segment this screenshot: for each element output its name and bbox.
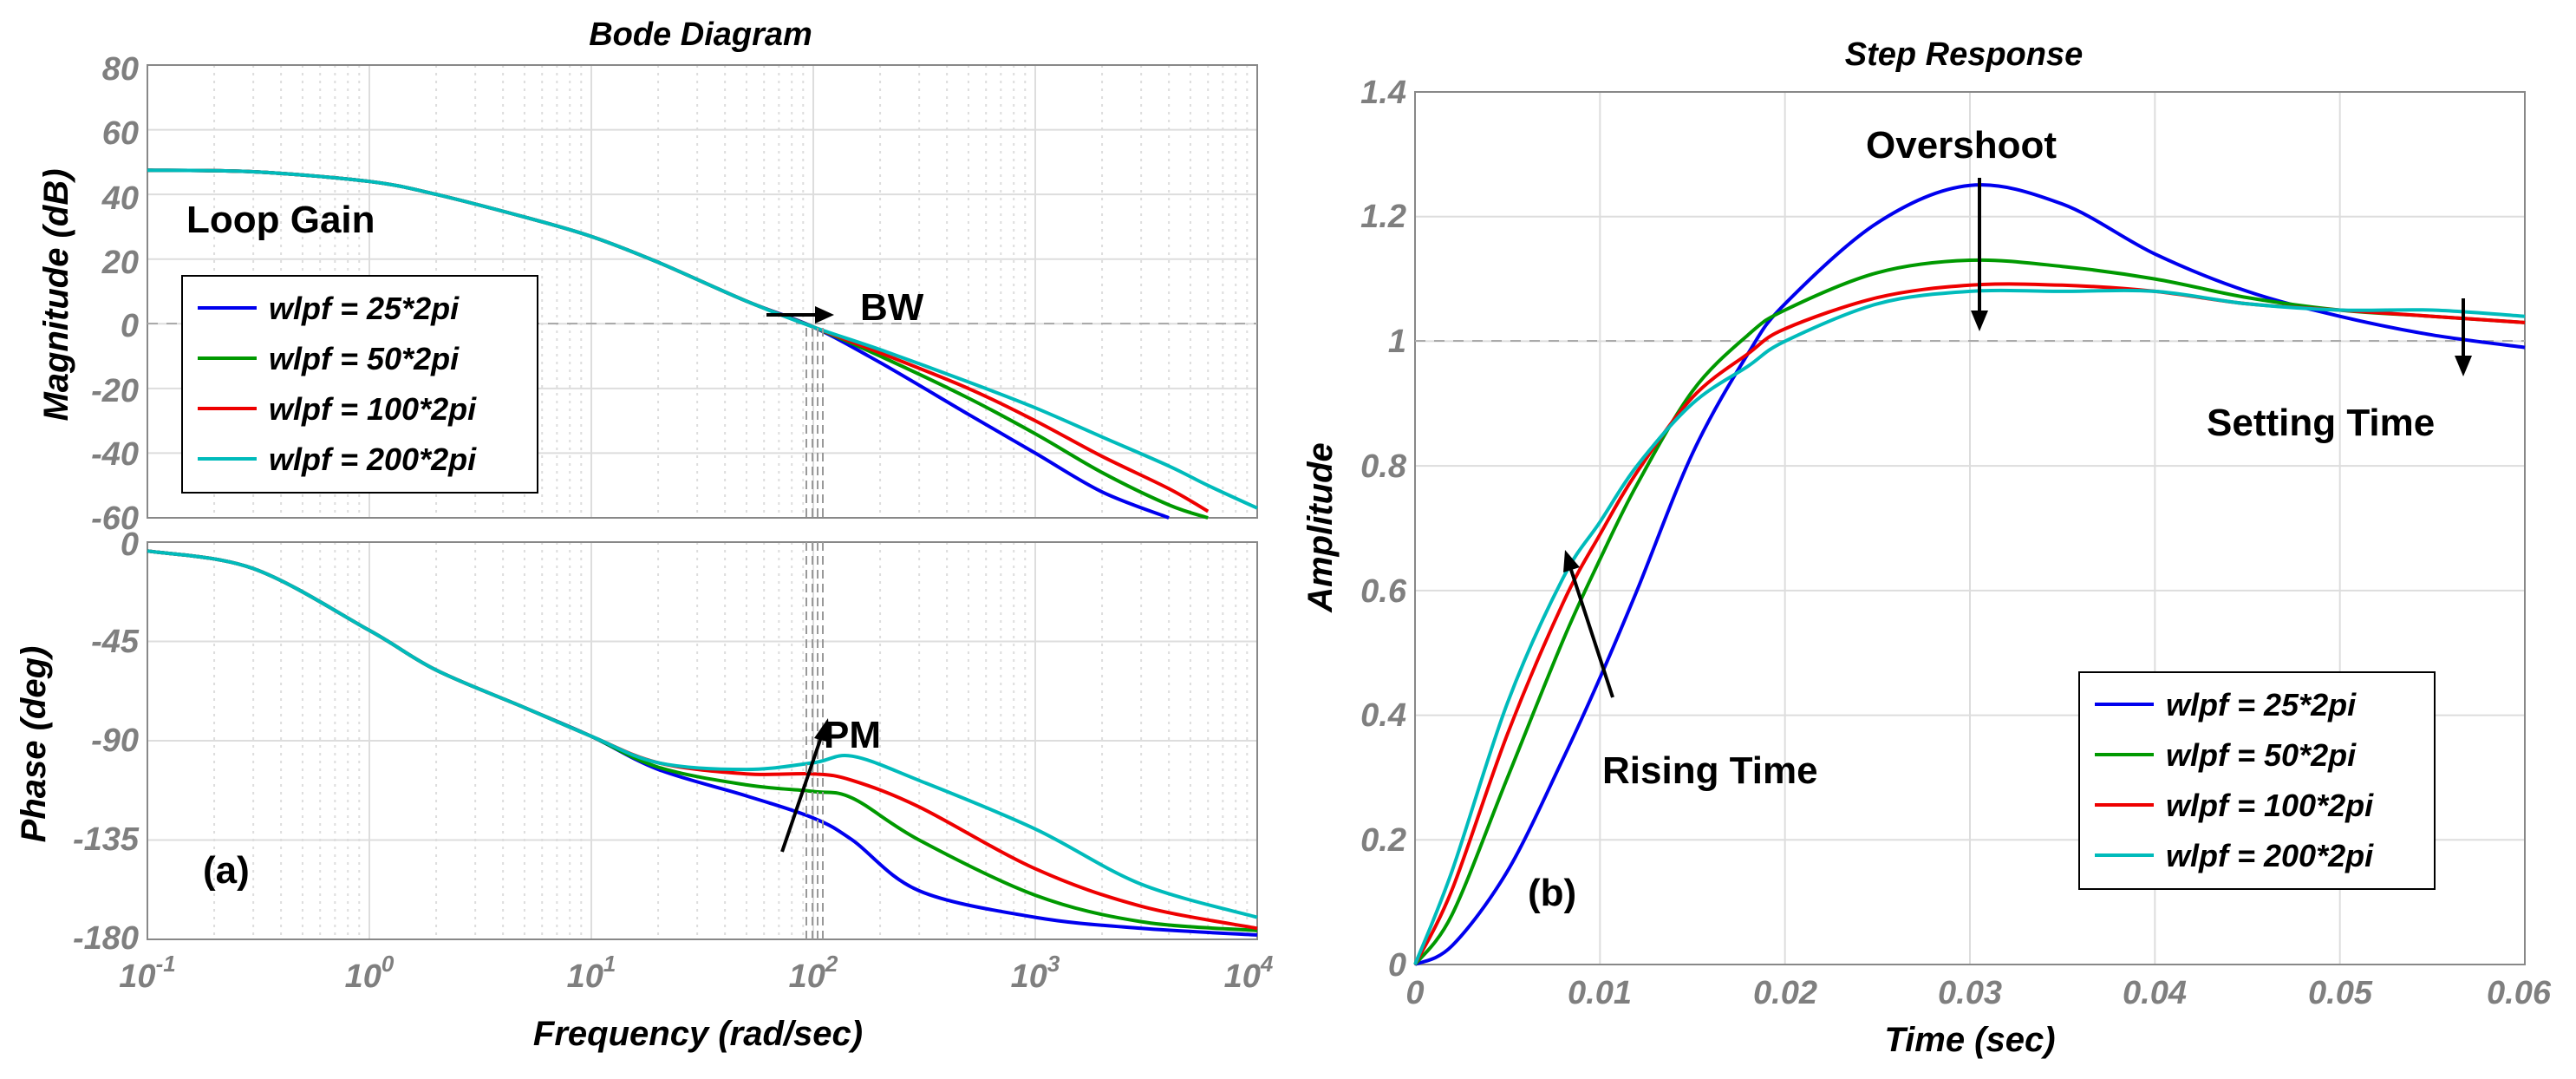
legend-entry: wlpf = 200*2pi [198,441,477,477]
phase-frame [147,541,1258,940]
mag-ytick: 20 [101,245,139,281]
step-frame [1414,91,2526,965]
step-title: Step Response [1845,36,2084,73]
legend-entry: wlpf = 100*2pi [2095,788,2374,823]
mag-series-line-4 [147,168,1258,510]
phase-xtick: 104 [1224,951,1274,995]
bw-markers [805,328,824,518]
bw-arrow [766,306,834,324]
step-ytick: 0.8 [1360,448,1407,485]
step-ytick: 1.4 [1360,75,1406,111]
mag-legend: wlpf = 25*2pi wlpf = 50*2pi wlpf = 100*2… [181,275,538,494]
step-ytick: 0.6 [1360,573,1407,610]
phase-xtick: 10-1 [119,951,175,995]
mag-ytick-labels: 80 60 40 20 0 -20 -40 -60 [91,51,139,537]
mag-frame [147,64,1258,519]
mag-ytick: 40 [101,180,139,217]
step-ytick: 0 [1388,947,1406,984]
phase-xtick: 100 [345,951,395,995]
step-xtick-labels: 0 0.01 0.02 0.03 0.04 0.05 0.06 [1405,975,2551,1011]
svg-text:wlpf = 100*2pi: wlpf = 100*2pi [2166,788,2374,823]
phase-ylabel: Phase (deg) [15,646,53,843]
phase-ytick-labels: 0 -45 -90 -135 -180 [73,526,140,957]
panel-a-label: (a) [203,849,250,892]
frequency-xlabel: Frequency (rad/sec) [533,1015,863,1053]
step-series-group [1413,183,2526,966]
overshoot-label: Overshoot [1866,124,2057,167]
legend-entry: wlpf = 100*2pi [198,391,477,427]
pm-markers [805,542,824,939]
setting-time-label: Setting Time [2207,402,2435,444]
bode-phase-panel: 0 -45 -90 -135 -180 10-1 100 101 102 103… [15,526,1274,1053]
phase-ytick: -90 [91,723,139,759]
mag-ytick: -20 [91,373,139,409]
svg-text:wlpf = 25*2pi: wlpf = 25*2pi [269,291,460,326]
legend-entry: wlpf = 50*2pi [2095,737,2357,773]
phase-xtick-labels: 10-1 100 101 102 103 104 [119,951,1274,995]
phase-xtick: 102 [789,951,838,995]
phase-series-line-3 [147,549,1258,931]
phase-ytick: -45 [91,624,140,660]
step-xtick: 0 [1405,975,1424,1011]
svg-text:wlpf = 50*2pi: wlpf = 50*2pi [269,341,460,376]
svg-text:wlpf = 100*2pi: wlpf = 100*2pi [269,391,477,427]
bode-magnitude-panel: Bode Diagram 80 60 40 20 0 -20 -40 -60 M… [37,16,1258,537]
rising-time-arrow [1563,550,1614,698]
bw-label: BW [860,286,924,329]
phase-xtick: 103 [1011,951,1060,995]
legend-entry: wlpf = 25*2pi [198,291,460,326]
mag-ytick: 0 [121,308,139,344]
step-ytick: 0.4 [1360,697,1406,734]
mag-series-group [147,168,1258,520]
step-ytick-labels: 0 0.2 0.4 0.6 0.8 1 1.2 1.4 [1360,75,1407,984]
mag-ytick: -40 [91,436,139,473]
step-series-line-2 [1413,258,2526,966]
rising-time-label: Rising Time [1602,749,1818,792]
legend-entry: wlpf = 200*2pi [2095,838,2374,873]
amplitude-ylabel: Amplitude [1301,442,1340,613]
setting-time-arrow [2455,298,2472,376]
loop-gain-label: Loop Gain [186,199,375,241]
step-legend: wlpf = 25*2pi wlpf = 50*2pi wlpf = 100*2… [2078,671,2436,890]
phase-ytick: -135 [73,821,140,858]
legend-entry: wlpf = 50*2pi [198,341,460,376]
step-ytick: 1 [1388,324,1406,360]
mag-ytick: 80 [102,51,139,88]
step-xtick: 0.04 [2123,975,2187,1011]
step-xtick: 0.03 [1938,975,2002,1011]
step-response-panel: Step Response 0 0.2 0.4 0.6 0.8 1 1.2 1.… [1301,36,2552,1059]
bode-title: Bode Diagram [589,16,812,53]
pm-label: PM [824,714,881,756]
svg-text:wlpf = 200*2pi: wlpf = 200*2pi [269,441,477,477]
step-xtick: 0.02 [1753,975,1817,1011]
mag-ytick: 60 [102,115,139,152]
phase-series-line-1 [147,549,1258,937]
phase-ytick: 0 [121,526,139,563]
svg-text:wlpf = 200*2pi: wlpf = 200*2pi [2166,838,2374,873]
time-xlabel: Time (sec) [1884,1021,2055,1059]
mag-ytick: -60 [91,500,139,537]
phase-xtick: 101 [567,951,616,995]
phase-ytick: -180 [73,920,139,957]
step-ytick: 0.2 [1360,822,1406,859]
phase-series-group [147,549,1258,937]
step-xtick: 0.01 [1568,975,1632,1011]
pm-arrow [780,718,830,853]
step-xtick: 0.05 [2308,975,2373,1011]
svg-text:wlpf = 50*2pi: wlpf = 50*2pi [2166,737,2357,773]
overshoot-arrow [1971,178,1988,331]
phase-series-line-4 [147,549,1258,919]
step-ytick: 1.2 [1360,199,1406,235]
legend-entry: wlpf = 25*2pi [2095,687,2357,723]
step-series-line-1 [1414,183,2526,966]
mag-ylabel: Magnitude (dB) [37,168,75,421]
step-series-line-4 [1413,288,2526,965]
svg-text:wlpf = 25*2pi: wlpf = 25*2pi [2166,687,2357,723]
step-xtick: 0.06 [2487,975,2552,1011]
phase-grid [147,542,1257,939]
panel-b-label: (b) [1528,872,1576,914]
